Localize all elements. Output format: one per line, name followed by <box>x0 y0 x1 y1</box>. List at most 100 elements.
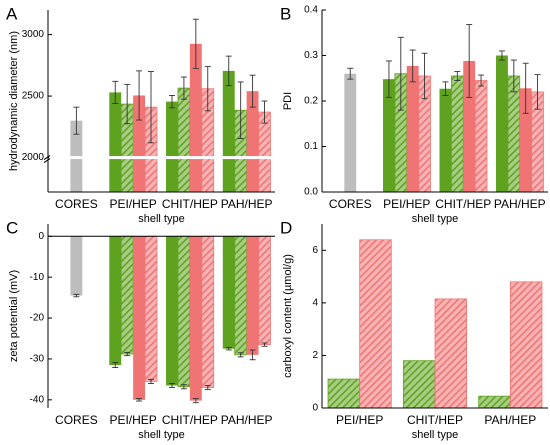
error-bar <box>180 76 187 100</box>
x-tick-label: CORES <box>55 197 98 211</box>
x-tick-label: CHIT/HEP <box>162 197 218 211</box>
y-axis-label: hydrodynamic diameter (nm) <box>8 31 20 171</box>
error-bar <box>478 74 485 87</box>
y-tick-label: -10 <box>30 272 45 283</box>
error-bar <box>421 52 428 100</box>
error-bar <box>249 349 256 361</box>
bar <box>177 87 191 193</box>
x-axis-label: shell type <box>412 429 458 441</box>
y-tick-label: 2500 <box>22 91 45 102</box>
error-bar <box>168 383 175 389</box>
bar <box>166 236 178 386</box>
y-tick-label: 6 <box>312 245 318 256</box>
y-tick-label: -20 <box>30 313 45 324</box>
bar <box>406 65 419 192</box>
error-bar <box>409 49 416 83</box>
error-bar <box>148 71 155 144</box>
axis-break-mark <box>43 155 51 163</box>
error-bar <box>466 24 473 98</box>
x-axis-label: shell type <box>138 429 184 441</box>
error-bar <box>124 351 131 357</box>
bar <box>509 281 543 409</box>
bar <box>258 111 271 193</box>
error-bar <box>442 81 449 96</box>
error-bar <box>510 59 517 93</box>
x-tick-label: PAH/HEP <box>221 197 273 211</box>
error-bar <box>249 74 256 108</box>
y-tick-label: 0 <box>38 231 44 242</box>
error-bar <box>168 95 175 109</box>
x-tick-label: CHIT/HEP <box>407 413 463 427</box>
bar <box>478 395 511 409</box>
x-axis-label: shell type <box>138 213 184 225</box>
bar <box>201 235 215 388</box>
error-bar <box>204 385 211 391</box>
y-axis-label: zeta potential (mV) <box>8 270 20 362</box>
bar <box>359 239 392 409</box>
x-tick-label: PEI/HEP <box>383 197 430 211</box>
bar <box>344 73 357 192</box>
error-bar <box>112 80 119 104</box>
bar <box>70 236 83 296</box>
y-tick-label: 0 <box>312 403 318 414</box>
y-tick-label: 2 <box>312 350 318 361</box>
panel-1: 0.0 0.1 0.2 0.3 0.4 CORES PEI/HEP CHIT/HEP PAH/H… <box>280 4 548 225</box>
panel-label: A <box>6 4 18 23</box>
y-tick-label: 4 <box>312 297 318 308</box>
panel-label: C <box>6 218 18 237</box>
panel-label: D <box>280 218 292 237</box>
error-bar <box>522 62 529 114</box>
error-bar <box>148 378 155 384</box>
bar <box>133 95 146 192</box>
error-bar <box>261 100 268 124</box>
error-bar <box>225 347 232 351</box>
error-bar <box>192 18 199 69</box>
x-tick-label: PEI/HEP <box>336 413 383 427</box>
error-bar <box>237 352 244 358</box>
x-tick-label: PAH/HEP <box>494 197 546 211</box>
error-bar <box>73 106 80 135</box>
error-bar <box>180 384 187 390</box>
x-tick-label: CORES <box>329 197 372 211</box>
bar <box>177 235 191 388</box>
x-tick-label: CHIT/HEP <box>162 413 218 427</box>
error-bar <box>498 50 505 61</box>
error-bar <box>237 81 244 139</box>
error-bar <box>124 83 131 125</box>
error-bar <box>112 362 119 368</box>
x-tick-label: PEI/HEP <box>109 413 156 427</box>
error-bar <box>261 342 268 347</box>
y-tick-label: 0.4 <box>304 5 318 16</box>
y-tick-label: -30 <box>30 354 45 365</box>
error-bar <box>204 66 211 112</box>
panel-2: 0 -10 -20 -30 -40 CORES PEI/HEP CHIT/HEP PAH/HEP… <box>6 218 275 441</box>
bar <box>383 79 395 192</box>
bar <box>327 378 361 409</box>
axis-break <box>49 156 275 160</box>
bar <box>434 298 468 409</box>
y-tick-label: 0.0 <box>304 187 318 198</box>
y-tick-label: 3000 <box>22 29 45 40</box>
x-tick-label: PAH/HEP <box>221 413 273 427</box>
error-bar <box>192 398 199 404</box>
bar <box>109 92 122 192</box>
bar <box>166 101 178 192</box>
y-tick-label: 0.3 <box>304 50 318 61</box>
bar <box>234 235 248 356</box>
error-bar <box>534 74 541 110</box>
y-axis-label: carboxyl content (µmol/g) <box>282 254 294 378</box>
bar <box>222 236 235 349</box>
bar <box>439 88 452 192</box>
y-tick-label: 0.1 <box>304 141 318 152</box>
x-axis-label: shell type <box>412 213 458 225</box>
x-tick-label: PEI/HEP <box>109 197 156 211</box>
error-bar <box>136 398 143 402</box>
bar <box>189 236 202 401</box>
error-bar <box>225 55 232 87</box>
y-tick-label: -40 <box>30 394 45 405</box>
x-tick-label: CORES <box>55 413 98 427</box>
bar <box>144 235 158 382</box>
bar <box>222 70 235 192</box>
bar <box>246 236 259 355</box>
error-bar <box>397 36 404 111</box>
